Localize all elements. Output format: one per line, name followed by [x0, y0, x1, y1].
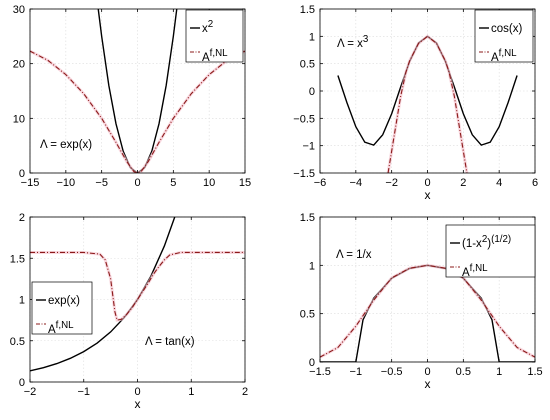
series-halo [386, 34, 469, 173]
legend: cos(x) Af,NL [474, 9, 534, 64]
legend-box [445, 224, 536, 278]
legend-label: x2 [202, 19, 213, 35]
legend: exp(x) Af,NL [31, 281, 93, 336]
y-tick-label: 1.5 [300, 212, 315, 224]
y-tick-label: 0.5 [10, 336, 25, 348]
y-tick-label: 0.5 [300, 59, 315, 71]
x-axis-label: x [425, 188, 431, 202]
x-tick-label: −0.5 [381, 366, 403, 378]
y-tick-label: 1.5 [10, 253, 25, 265]
series-halo [320, 263, 535, 359]
y-tick-label: 1.5 [300, 4, 315, 16]
x-tick-label: 0 [134, 177, 140, 189]
panel-2: −6 −4 −2 0 2 4 6 −1.5 −1 −0.5 0 0.5 1 1.5 x Λ = x3 cos(x… [293, 4, 538, 202]
series-approximation [320, 263, 535, 359]
x-tick-label: 0 [134, 386, 140, 398]
x-tick-label: 1.5 [527, 366, 542, 378]
legend-label: (1-x2)(1/2) [462, 234, 511, 250]
x-tick-label: −6 [314, 177, 327, 189]
y-tick-label: 0 [309, 357, 315, 369]
x-tick-label: 5 [170, 177, 176, 189]
legend-label: Af,NL [462, 263, 488, 279]
y-tick-label: −0.5 [293, 113, 315, 125]
x-tick-label: 2 [242, 386, 248, 398]
y-tick-label: 30 [13, 4, 25, 16]
x-tick-label: −1 [77, 386, 90, 398]
x-tick-label: −2 [385, 177, 398, 189]
x-tick-label: 0.5 [456, 366, 471, 378]
legend-label: Af,NL [48, 320, 74, 336]
y-tick-label: 1 [309, 31, 315, 43]
legend-box [185, 9, 244, 63]
x-tick-label: −15 [21, 177, 40, 189]
legend-label: Af,NL [491, 48, 517, 64]
x-tick-label: −2 [24, 386, 37, 398]
x-tick-label: 15 [239, 177, 251, 189]
y-tick-label: 1 [309, 260, 315, 272]
x-tick-label: 1 [188, 386, 194, 398]
y-tick-label: −1.5 [293, 168, 315, 180]
y-tick-label: 1 [19, 295, 25, 307]
legend-label: Af,NL [202, 48, 228, 64]
annotation-label: Λ = exp(x) [40, 139, 92, 151]
annotation-label: Λ = x3 [337, 34, 368, 50]
legend-label: exp(x) [48, 295, 80, 307]
y-tick-label: 0 [19, 377, 25, 389]
x-tick-label: −1 [350, 366, 363, 378]
legend: x2 Af,NL [185, 9, 244, 64]
series-line [30, 217, 176, 372]
panel-1: −15 −10 −5 0 5 10 15 0 10 20 30 Λ = exp(x) x2 Af,NL [13, 4, 251, 189]
y-tick-label: 20 [13, 59, 25, 71]
x-tick-label: 0 [424, 177, 430, 189]
y-tick-label: 2 [19, 212, 25, 224]
y-tick-label: 0 [19, 168, 25, 180]
legend-label: cos(x) [491, 23, 522, 35]
x-tick-label: 10 [203, 177, 215, 189]
series-line [97, 9, 178, 173]
annotation-label: Λ = 1/x [336, 249, 372, 261]
legend-box [474, 9, 534, 63]
x-tick-label: 6 [532, 177, 538, 189]
panel-3: −2 −1 0 1 2 0 0.5 1 1.5 2 x Λ = tan(x) exp(x) Af,NL [10, 212, 248, 411]
y-tick-label: 0 [309, 86, 315, 98]
legend-box [31, 281, 93, 335]
series-line [30, 251, 245, 321]
y-tick-label: −1 [302, 141, 315, 153]
x-tick-label: 2 [460, 177, 466, 189]
x-tick-label: 4 [496, 177, 502, 189]
x-axis-label: x [425, 377, 431, 391]
x-tick-label: 0 [424, 366, 430, 378]
x-tick-label: −4 [350, 177, 363, 189]
x-tick-label: −10 [56, 177, 75, 189]
series-approximation [30, 49, 245, 173]
x-tick-label: 1 [496, 366, 502, 378]
y-tick-label: 0.5 [300, 309, 315, 321]
legend: (1-x2)(1/2) Af,NL [445, 224, 536, 279]
annotation-label: Λ = tan(x) [145, 336, 195, 348]
y-tick-label: 10 [13, 113, 25, 125]
series-approximation [30, 250, 245, 322]
series-reference [30, 217, 176, 372]
series-approximation [386, 34, 469, 173]
x-tick-label: −1.5 [309, 366, 331, 378]
x-tick-label: −5 [95, 177, 108, 189]
x-axis-label: x [135, 397, 141, 411]
panel-4: −1.5 −1 −0.5 0 0.5 1 1.5 0 0.5 1 1.5 x Λ = 1/x (1-x2)… [300, 212, 543, 391]
series-reference [97, 9, 178, 173]
series-line [30, 50, 245, 173]
